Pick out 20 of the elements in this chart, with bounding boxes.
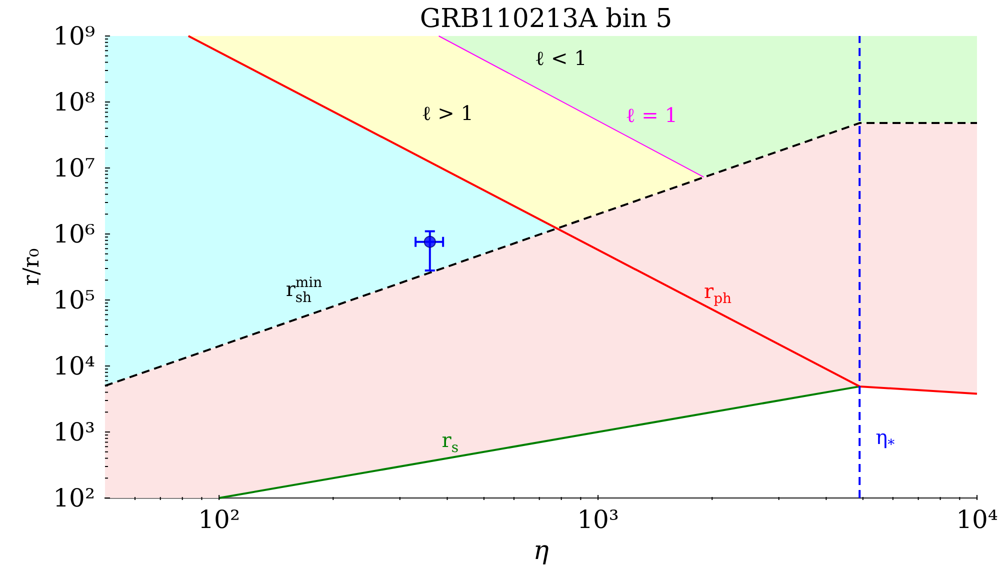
series-label: r$_{ph}$: [704, 278, 732, 307]
x-tick-label: 10⁴: [956, 505, 998, 534]
x-tick-label: 10²: [198, 505, 240, 534]
x-tick-label: 10³: [577, 505, 619, 534]
y-tick-label: 10⁴: [53, 352, 95, 380]
series-label: r$_{s}$: [442, 428, 459, 456]
y-tick-label: 10⁹: [53, 22, 95, 50]
x-axis-title: η: [533, 536, 550, 566]
y-axis-title: r/r₀: [20, 248, 44, 286]
annotation: ℓ > 1: [422, 101, 474, 126]
y-tick-label: 10²: [53, 484, 95, 512]
y-tick-label: 10³: [53, 418, 95, 446]
y-tick-label: 10⁸: [53, 88, 95, 116]
chart-title: GRB110213A bin 5: [420, 4, 672, 34]
y-tick-label: 10⁷: [53, 154, 95, 182]
y-tick-label: 10⁶: [53, 220, 95, 248]
ref-line-label: η$_{*}$: [876, 424, 895, 453]
y-tick-label: 10⁵: [53, 286, 95, 314]
series-label: ℓ = 1: [626, 103, 678, 128]
annotation: ℓ < 1: [535, 46, 587, 70]
